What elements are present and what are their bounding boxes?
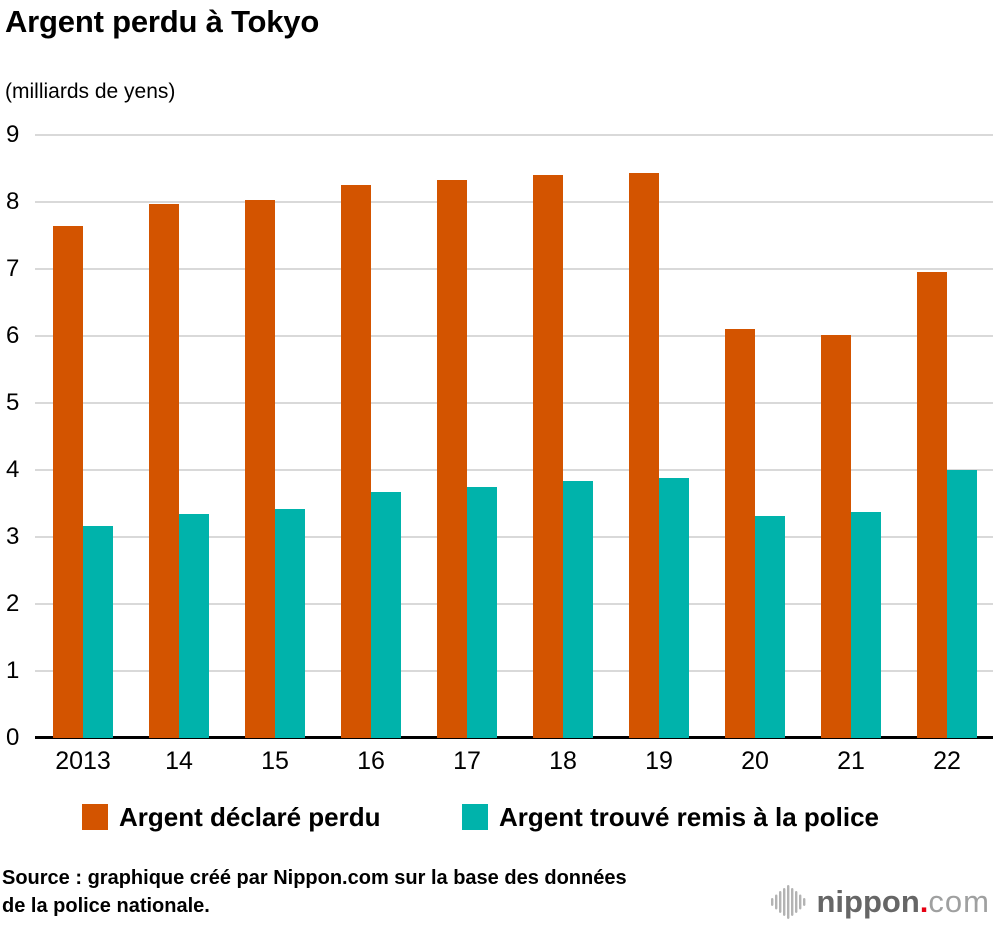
bar	[947, 470, 977, 738]
legend-label-declared-lost: Argent déclaré perdu	[119, 802, 381, 832]
logo-text-com: com	[928, 884, 990, 919]
bar	[917, 272, 947, 738]
y-tick-label: 0	[6, 724, 20, 751]
x-axis-line	[35, 736, 993, 739]
gridline	[35, 670, 993, 672]
y-tick-label: 3	[6, 523, 20, 550]
bar	[341, 185, 371, 738]
bar	[563, 481, 593, 738]
bar	[533, 175, 563, 738]
x-tick-label: 15	[261, 747, 289, 775]
x-tick-label: 2013	[55, 747, 111, 775]
y-tick-label: 2	[6, 590, 20, 617]
nippon-logo: nippon.com	[769, 882, 991, 922]
bar	[149, 204, 179, 738]
y-tick-label: 6	[6, 322, 20, 349]
y-tick-label: 5	[6, 389, 20, 416]
bar	[725, 329, 755, 738]
bar	[467, 487, 497, 738]
source-note: Source : graphique créé par Nippon.com s…	[2, 864, 627, 920]
bar	[629, 173, 659, 738]
bar	[851, 512, 881, 738]
x-tick-label: 22	[933, 747, 961, 775]
bar	[659, 478, 689, 738]
bar	[821, 335, 851, 738]
x-tick-label: 18	[549, 747, 577, 775]
y-tick-label: 4	[6, 456, 20, 483]
source-line-2: de la police nationale.	[2, 895, 210, 917]
y-tick-label: 7	[6, 255, 20, 282]
gridline	[35, 603, 993, 605]
gridline	[35, 201, 993, 203]
gridline	[35, 335, 993, 337]
bar	[755, 516, 785, 738]
bar	[179, 514, 209, 738]
gridline	[35, 268, 993, 270]
gridline	[35, 402, 993, 404]
chart-subtitle: (milliards de yens)	[5, 80, 176, 103]
bar	[437, 180, 467, 738]
bar	[371, 492, 401, 738]
logo-wordmark: nippon.com	[817, 882, 991, 922]
logo-text-nippon: nippon	[816, 884, 920, 919]
legend-swatch-orange	[82, 804, 108, 830]
source-line-1: Source : graphique créé par Nippon.com s…	[2, 867, 627, 889]
x-tick-label: 16	[357, 747, 385, 775]
legend-item-declared-lost: Argent déclaré perdu	[82, 803, 381, 831]
gridline	[35, 536, 993, 538]
legend-item-found-money: Argent trouvé remis à la police	[462, 803, 879, 831]
legend-swatch-teal	[462, 804, 488, 830]
x-tick-label: 20	[741, 747, 769, 775]
x-tick-label: 21	[837, 747, 865, 775]
x-tick-label: 17	[453, 747, 481, 775]
y-tick-label: 9	[6, 121, 20, 148]
bar	[53, 226, 83, 738]
y-tick-label: 1	[6, 657, 20, 684]
logo-red-dot: .	[919, 884, 929, 919]
chart-title: Argent perdu à Tokyo	[5, 4, 320, 39]
gridline	[35, 134, 993, 136]
x-tick-label: 19	[645, 747, 673, 775]
x-tick-label: 14	[165, 747, 193, 775]
bar	[275, 509, 305, 738]
bar	[83, 526, 113, 738]
legend-label-found-money: Argent trouvé remis à la police	[499, 802, 880, 832]
gridline	[35, 469, 993, 471]
soundwave-icon	[770, 885, 805, 919]
y-tick-label: 8	[6, 188, 20, 215]
bar	[245, 200, 275, 738]
